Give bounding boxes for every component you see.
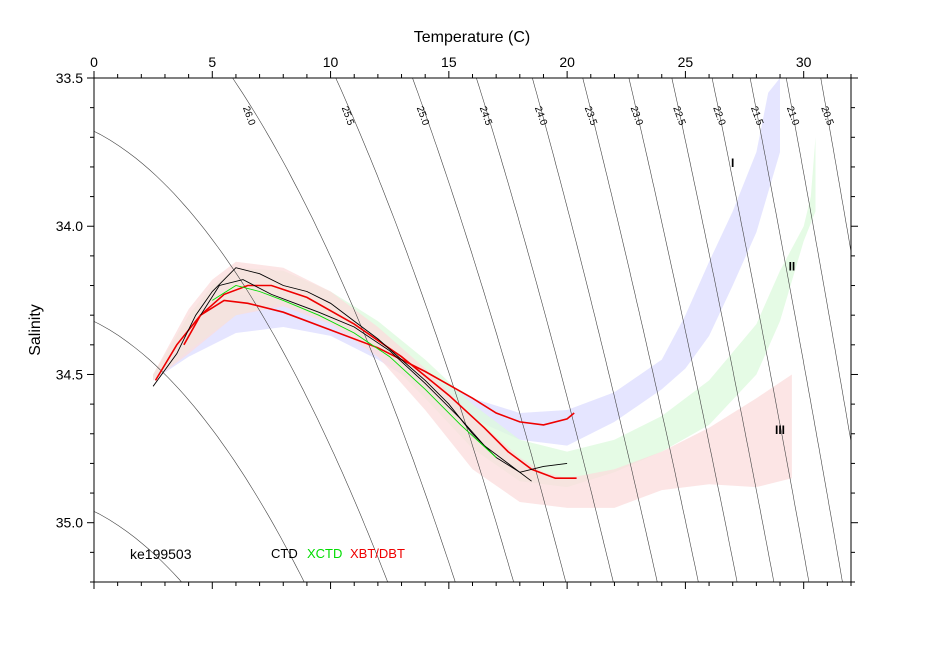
sigma-contour-27-5	[94, 511, 182, 582]
sigma-contour-label: 24.5	[477, 105, 494, 127]
legend-xbt-dbt: XBT/DBT	[350, 546, 405, 561]
station-label: ke199503	[130, 546, 192, 562]
sigma-contour-23-5	[582, 78, 699, 582]
y-tick-label: 33.5	[56, 70, 83, 86]
series-xbt-dbt-0	[154, 299, 575, 426]
sigma-contour-label: 23.5	[582, 105, 599, 127]
sigma-contour-label: 21.0	[784, 105, 801, 127]
x-tick-label: 10	[323, 54, 339, 70]
sigma-contour-22-5	[671, 78, 775, 582]
sigma-contour-label: 24.0	[532, 105, 549, 127]
sigma-contour-label: 23.0	[628, 105, 645, 127]
envelope-ii	[153, 137, 816, 488]
sigma-contour-20-5	[820, 78, 851, 254]
region-label-i: I	[731, 156, 734, 170]
sigma-contour-label: 21.5	[748, 105, 765, 127]
sigma-label-layer: 26.0 25.5 25.0 24.5 24.0 23.5 23.0 22.5 22.0 21.5…	[240, 105, 835, 127]
series-xctd-4	[212, 285, 497, 458]
legend-xctd: XCTD	[307, 546, 342, 561]
sigma-contour-layer	[94, 78, 851, 582]
x-tick-label: 15	[441, 54, 457, 70]
y-tick-label: 35.0	[56, 515, 83, 531]
series-layer	[152, 267, 577, 482]
envelope-i	[153, 78, 781, 446]
region-label-ii: II	[789, 260, 796, 274]
axes-layer: 0 5 10 15 20 25 30 33.5 34.0 34.5 35.0	[56, 54, 858, 589]
y-tick-label: 34.5	[56, 366, 83, 382]
sigma-contour-23-0	[628, 78, 738, 582]
sigma-contour-label: 25.5	[339, 105, 356, 127]
sigma-contour-label: 22.5	[670, 105, 687, 127]
region-label-iii: III	[775, 423, 785, 437]
sigma-contour-label: 22.0	[710, 105, 727, 127]
sigma-contour-21-5	[749, 78, 843, 582]
series-xbt-dbt-1	[183, 284, 577, 479]
y-axis-title: Salinity	[27, 304, 44, 356]
x-tick-label: 20	[559, 54, 575, 70]
x-axis-title: Temperature (C)	[414, 29, 530, 46]
sigma-contour-label: 20.5	[818, 105, 835, 127]
sigma-contour-25-5	[335, 78, 514, 582]
sigma-contour-26-5	[94, 130, 388, 582]
sigma-contour-27-0	[94, 321, 305, 582]
x-tick-label: 30	[796, 54, 812, 70]
sigma-contour-25-0	[412, 78, 567, 582]
x-tick-label: 25	[678, 54, 694, 70]
x-tick-label: 0	[90, 54, 98, 70]
y-tick-label: 34.0	[56, 218, 83, 234]
sigma-contour-24-0	[532, 78, 658, 582]
sigma-contour-24-5	[476, 78, 614, 582]
series-ctd-3	[200, 279, 532, 482]
x-tick-label: 5	[208, 54, 216, 70]
legend-ctd: CTD	[271, 546, 298, 561]
sigma-contour-label: 26.0	[240, 105, 257, 127]
sigma-contour-22-0	[711, 78, 810, 582]
sigma-contour-label: 25.0	[414, 105, 431, 127]
sigma-contour-21-0	[785, 78, 851, 444]
